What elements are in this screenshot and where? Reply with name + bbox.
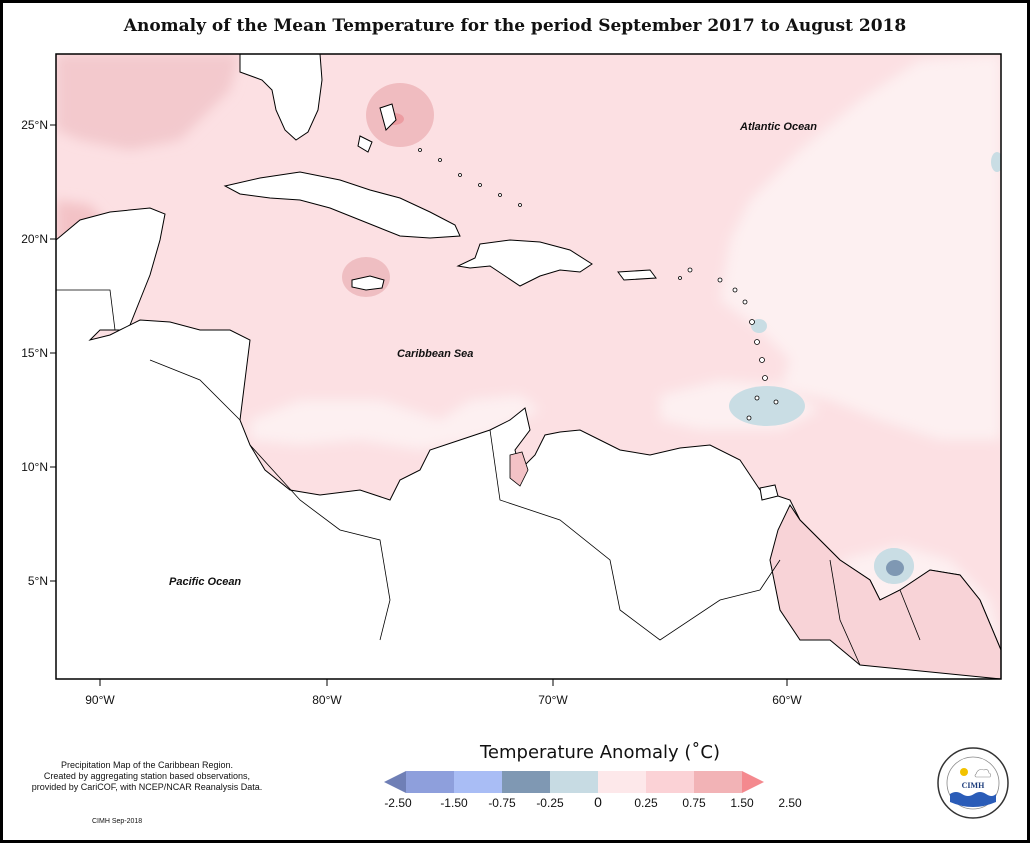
legend-tick-label: 1.50	[730, 796, 754, 810]
east-edge-cool-zone	[991, 152, 1001, 172]
anomaly-field	[56, 54, 1001, 679]
gulf-warm-zone	[56, 54, 240, 150]
source-note: Precipitation Map of the Caribbean Regio…	[8, 760, 286, 793]
land-masses	[56, 54, 1001, 679]
maracaibo-lake	[509, 451, 529, 487]
lat-tick-label: 20°N	[21, 232, 48, 246]
legend-tick-label: -0.75	[488, 796, 516, 810]
legend-tick-label: 0.25	[634, 796, 658, 810]
legend-tick-label: -1.50	[440, 796, 468, 810]
southern-caribbean-neutral-zone	[250, 395, 540, 450]
lon-tick-label: 60°W	[772, 693, 802, 707]
bahamas-island	[379, 103, 397, 131]
credit-text: CIMH Sep-2018	[92, 818, 143, 825]
legend-tick-label: 0.75	[682, 796, 706, 810]
map-title: Anomaly of the Mean Temperature for the …	[123, 16, 907, 36]
guadeloupe-cool-zone	[751, 319, 767, 333]
legend-title: Temperature Anomaly (˚C)	[479, 742, 721, 763]
lon-tick-label: 80°W	[312, 693, 342, 707]
legend-swatch	[550, 771, 598, 793]
lon-tick-label: 90°W	[85, 693, 115, 707]
jamaica-land	[351, 275, 385, 291]
legend-tick-label: -0.25	[536, 796, 564, 810]
wave-icon	[950, 792, 996, 807]
legend-swatch	[742, 771, 764, 793]
legend-colorbar: -2.50 -1.50 -0.75 -0.25 0 0.25 0.75 1.50 2.50	[384, 771, 802, 810]
barbados-cool-zone	[729, 386, 805, 426]
trinidad-land	[759, 484, 779, 501]
sun-icon	[960, 768, 968, 776]
legend-swatch	[454, 771, 502, 793]
cuba-land	[223, 171, 461, 239]
legend-swatch	[598, 771, 646, 793]
source-note-line: Created by aggregating station based obs…	[43, 771, 251, 781]
map-border	[55, 53, 1002, 680]
suriname-cold-spot	[886, 560, 904, 576]
legend-swatch	[384, 771, 406, 793]
guianas-land	[769, 503, 1001, 679]
caribbean-sea-label: Caribbean Sea	[397, 348, 473, 360]
legend-swatch	[406, 771, 454, 793]
legend-swatch	[694, 771, 742, 793]
puerto-rico-land	[617, 269, 657, 281]
legend-tick-label: -2.50	[384, 796, 412, 810]
lesser-antilles-islands	[418, 148, 779, 421]
lat-tick-label: 25°N	[21, 118, 48, 132]
florida-land	[239, 54, 323, 141]
cloud-icon	[974, 769, 992, 778]
legend-tick-label: 0	[594, 794, 602, 810]
source-note-line: provided by CariCOF, with NCEP/NCAR Rean…	[31, 782, 263, 792]
lat-tick-label: 10°N	[21, 460, 48, 474]
country-borders	[56, 289, 921, 666]
logo-text: CIMH	[962, 781, 985, 790]
bahamas-island	[357, 135, 373, 153]
pacific-ocean-label: Pacific Ocean	[169, 576, 241, 588]
cimh-logo: CIMH	[937, 747, 1009, 819]
source-note-line: Precipitation Map of the Caribbean Regio…	[60, 760, 234, 770]
hispaniola-land	[456, 239, 593, 287]
legend-tick-label: 2.50	[778, 796, 802, 810]
atlantic-ocean-label: Atlantic Ocean	[739, 121, 817, 133]
legend-swatch	[646, 771, 694, 793]
atlantic-neutral-zone	[720, 54, 1001, 440]
lat-tick-label: 5°N	[28, 574, 48, 588]
latitude-axis: 25°N 20°N 15°N 10°N 5°N	[21, 118, 56, 588]
lat-tick-label: 15°N	[21, 346, 48, 360]
lon-tick-label: 70°W	[538, 693, 568, 707]
legend-swatch	[502, 771, 550, 793]
longitude-axis: 90°W 80°W 70°W 60°W	[85, 679, 802, 707]
